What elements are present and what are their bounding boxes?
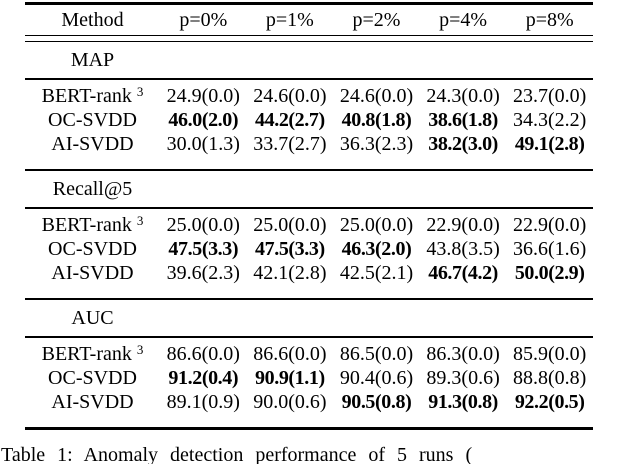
value-cell: 86.6(0.0) (166, 342, 240, 365)
value-cell: 25.0(0.0) (166, 213, 240, 236)
table-row: OC-SVDD 91.2(0.4) 90.9(1.1) 90.4(0.6) 89.3(0… (25, 366, 593, 390)
value-cell: 47.5(3.3) (168, 237, 239, 260)
table-header-row: Method p=0% p=1% p=2% p=4% p=8% (25, 5, 593, 35)
value-cell: 86.3(0.0) (426, 342, 500, 365)
section-title-row: AUC (25, 300, 593, 336)
method-label: OC-SVDD (48, 237, 137, 260)
header-method: Method (61, 8, 124, 31)
header-p8: p=8% (525, 8, 574, 31)
value-cell: 50.0(2.9) (514, 261, 585, 284)
section-rule (25, 335, 593, 338)
section-title: MAP (70, 48, 115, 71)
value-cell: 86.6(0.0) (253, 342, 327, 365)
value-cell: 43.8(3.5) (426, 237, 500, 260)
section-title: AUC (71, 306, 114, 329)
section-end-rule (25, 297, 593, 300)
value-cell: 23.7(0.0) (513, 84, 587, 107)
table-body: MAP BERT-rank 3 24.9(0.0) 24.6(0.0) 24.6(0.0… (25, 42, 593, 427)
method-label: AI-SVDD (51, 261, 134, 284)
value-cell: 46.0(2.0) (168, 108, 239, 131)
value-cell: 90.9(1.1) (255, 366, 325, 389)
method-label: OC-SVDD (48, 108, 137, 131)
table-row: OC-SVDD 47.5(3.3) 47.5(3.3) 46.3(2.0) 43.8(3… (25, 237, 593, 261)
value-cell: 42.5(2.1) (339, 261, 414, 284)
value-cell: 90.5(0.8) (341, 390, 412, 413)
value-cell: 47.5(3.3) (255, 237, 325, 260)
value-cell: 91.2(0.4) (168, 366, 239, 389)
results-table: Method p=0% p=1% p=2% p=4% p=8% MAP BERT-… (25, 2, 593, 430)
section-data-block: BERT-rank 3 25.0(0.0) 25.0(0.0) 25.0(0.0) 22… (25, 209, 593, 298)
value-cell: 46.7(4.2) (428, 261, 498, 284)
value-cell: 36.3(2.3) (339, 132, 414, 155)
method-label: AI-SVDD (51, 132, 134, 155)
value-cell: 34.3(2.2) (513, 108, 587, 131)
value-cell: 89.3(0.6) (426, 366, 500, 389)
value-cell: 38.2(3.0) (428, 132, 498, 155)
value-cell: 89.1(0.9) (166, 390, 240, 413)
table-row: BERT-rank 3 24.9(0.0) 24.6(0.0) 24.6(0.0) 24… (25, 84, 593, 108)
header-separator-rule (25, 34, 593, 42)
table-caption: Table 1: Anomaly detection performance o… (1, 444, 473, 464)
value-cell: 44.2(2.7) (255, 108, 325, 131)
value-cell: 33.7(2.7) (253, 132, 327, 155)
value-cell: 90.0(0.6) (253, 390, 327, 413)
value-cell: 86.5(0.0) (339, 342, 414, 365)
table-bottom-rule (25, 426, 593, 430)
value-cell: 30.0(1.3) (166, 132, 240, 155)
table-row: BERT-rank 3 25.0(0.0) 25.0(0.0) 25.0(0.0) 22… (25, 213, 593, 237)
value-cell: 25.0(0.0) (253, 213, 327, 236)
table-row: OC-SVDD 46.0(2.0) 44.2(2.7) 40.8(1.8) 38.6(1… (25, 108, 593, 132)
section-title-row: MAP (25, 42, 593, 78)
value-cell: 91.3(0.8) (428, 390, 498, 413)
value-cell: 49.1(2.8) (514, 132, 585, 155)
header-p1: p=1% (265, 8, 314, 31)
value-cell: 90.4(0.6) (339, 366, 414, 389)
section-end-rule (25, 168, 593, 171)
method-label: OC-SVDD (48, 366, 137, 389)
value-cell: 46.3(2.0) (341, 237, 412, 260)
table-row: AI-SVDD 39.6(2.3) 42.1(2.8) 42.5(2.1) 46.7(4… (25, 261, 593, 285)
section-title-row: Recall@5 (25, 171, 593, 207)
header-p4: p=4% (439, 8, 488, 31)
value-cell: 24.3(0.0) (426, 84, 500, 107)
value-cell: 42.1(2.8) (253, 261, 327, 284)
method-label: AI-SVDD (51, 390, 134, 413)
value-cell: 22.9(0.0) (426, 213, 500, 236)
value-cell: 92.2(0.5) (514, 390, 585, 413)
value-cell: 88.8(0.8) (513, 366, 587, 389)
value-cell: 38.6(1.8) (428, 108, 498, 131)
method-label: BERT-rank 3 (41, 83, 144, 107)
footnote-marker: 3 (136, 212, 144, 228)
section-rule (25, 206, 593, 209)
footnote-marker: 3 (136, 83, 144, 99)
table-row: AI-SVDD 30.0(1.3) 33.7(2.7) 36.3(2.3) 38.2(3… (25, 132, 593, 156)
header-p0: p=0% (179, 8, 228, 31)
table-row: AI-SVDD 89.1(0.9) 90.0(0.6) 90.5(0.8) 91.3(0… (25, 390, 593, 414)
table-row: BERT-rank 3 86.6(0.0) 86.6(0.0) 86.5(0.0) 86… (25, 342, 593, 366)
section-data-block: BERT-rank 3 24.9(0.0) 24.6(0.0) 24.6(0.0) 24… (25, 80, 593, 169)
section-title: Recall@5 (52, 177, 133, 200)
section-data-block: BERT-rank 3 86.6(0.0) 86.6(0.0) 86.5(0.0) 86… (25, 338, 593, 427)
header-p2: p=2% (352, 8, 401, 31)
value-cell: 36.6(1.6) (513, 237, 587, 260)
value-cell: 39.6(2.3) (166, 261, 240, 284)
value-cell: 24.6(0.0) (339, 84, 414, 107)
value-cell: 85.9(0.0) (513, 342, 587, 365)
section-rule (25, 77, 593, 80)
value-cell: 25.0(0.0) (339, 213, 414, 236)
footnote-marker: 3 (136, 341, 144, 357)
method-label: BERT-rank 3 (41, 341, 144, 365)
value-cell: 24.6(0.0) (253, 84, 327, 107)
table-top-rule (25, 2, 593, 5)
value-cell: 40.8(1.8) (341, 108, 412, 131)
value-cell: 24.9(0.0) (166, 84, 240, 107)
method-label: BERT-rank 3 (41, 212, 144, 236)
value-cell: 22.9(0.0) (513, 213, 587, 236)
